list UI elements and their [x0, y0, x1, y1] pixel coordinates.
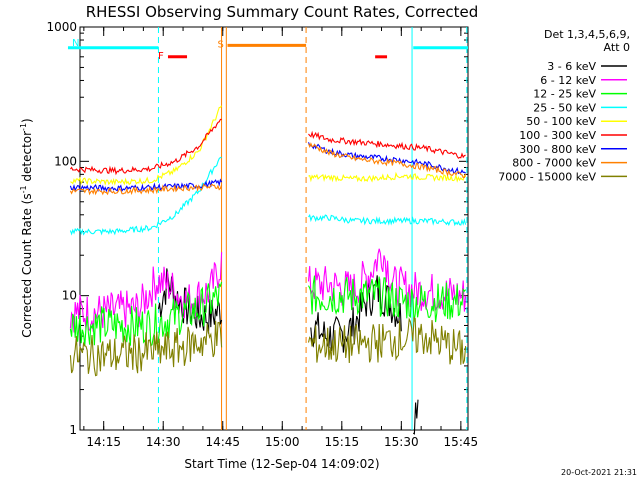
- y-tick-label: 1000: [46, 20, 77, 34]
- legend-label: 300 - 800 keV: [519, 143, 596, 156]
- flag-label-f: F: [158, 51, 164, 62]
- series-line-3: [69, 156, 222, 236]
- series-line-4: [70, 105, 223, 186]
- x-tick-label: 15:15: [325, 435, 360, 449]
- y-tick-label: 10: [62, 289, 77, 303]
- legend-label: 12 - 25 keV: [533, 88, 596, 101]
- series-line-7: [307, 142, 467, 179]
- series-line-7: [69, 183, 223, 196]
- flag-label-s: S: [218, 39, 224, 50]
- x-tick-label: 14:45: [205, 435, 240, 449]
- x-tick-label: 15:45: [444, 435, 479, 449]
- footer-timestamp: 20-Oct-2021 21:31: [561, 468, 637, 477]
- series-line-8: [69, 320, 223, 377]
- legend-label: 7000 - 15000 keV: [498, 170, 596, 183]
- legend-label: 100 - 300 keV: [519, 129, 596, 142]
- series-line-2: [69, 281, 223, 347]
- series-line-5: [308, 130, 466, 159]
- x-tick-label: 15:30: [384, 435, 419, 449]
- x-axis-label: Start Time (12-Sep-04 14:09:02): [184, 457, 379, 471]
- legend-label: 3 - 6 keV: [547, 60, 596, 73]
- legend-label: 6 - 12 keV: [540, 74, 596, 87]
- x-tick-label: 14:15: [86, 435, 121, 449]
- series-line-3: [308, 213, 467, 227]
- plot-area: 1 10 100 1000 14:15 14:30 14:45 15:00 15:15 15:30…: [46, 20, 478, 449]
- series-line-2: [308, 275, 467, 323]
- series-line-8: [307, 316, 467, 365]
- x-tick-label: 15:00: [265, 435, 300, 449]
- y-tick-label: 1: [69, 423, 77, 437]
- series-line-5: [69, 118, 222, 176]
- legend-label: 800 - 7000 keV: [512, 157, 596, 170]
- legend-header-line1: Det 1,3,4,5,6,9,: [544, 28, 630, 41]
- y-tick-label: 100: [54, 154, 77, 168]
- legend-label: 50 - 100 keV: [526, 115, 596, 128]
- series-line-4: [308, 171, 467, 183]
- legend-header-line2: Att 0: [604, 41, 630, 54]
- y-axis-label: Corrected Count Rate (s-1 detector-1): [19, 118, 34, 337]
- legend-label: 25 - 50 keV: [533, 101, 596, 114]
- flag-label-n: N: [72, 38, 79, 49]
- series-line-0: [412, 399, 419, 435]
- x-tick-label: 14:30: [146, 435, 181, 449]
- chart-title: RHESSI Observing Summary Count Rates, Co…: [86, 3, 479, 21]
